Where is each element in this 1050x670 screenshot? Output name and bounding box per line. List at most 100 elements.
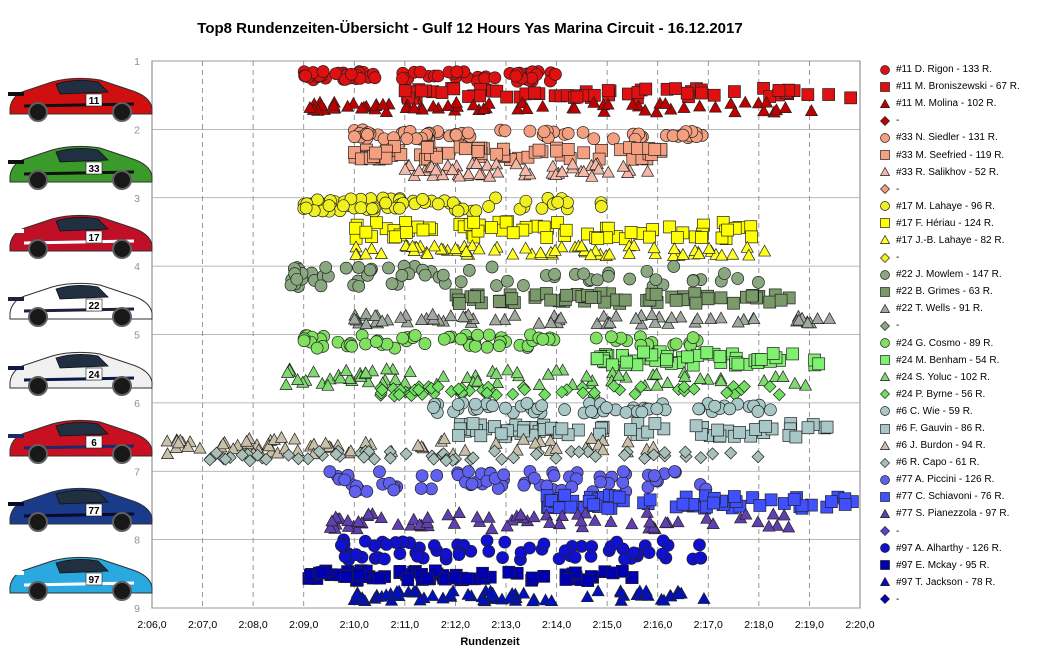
data-point [825,495,838,508]
data-point [763,380,777,394]
legend-marker [880,184,890,195]
data-point [291,452,305,466]
data-point [656,547,669,561]
legend-label: #24 M. Benham - 54 R. [896,354,1000,366]
legend-item: #77 A. Piccini - 126 R. [878,471,1048,488]
data-point [528,471,541,485]
data-point [352,279,366,293]
data-point [466,417,480,430]
data-point [737,380,751,394]
data-point [403,365,417,378]
data-point [686,331,700,344]
data-point [413,65,427,79]
data-point [596,443,610,456]
data-point [454,332,468,346]
data-point [306,365,321,378]
data-point [695,231,708,244]
data-point [766,507,780,520]
data-point [649,367,663,380]
data-point [465,477,479,491]
data-point [694,551,707,565]
data-point [421,510,435,523]
legend-symbol [879,440,891,450]
data-point [648,247,662,259]
data-point [639,584,653,597]
legend-label: #17 F. Hériau - 124 R. [896,217,994,229]
data-point [462,465,475,478]
y-tick-label: 3 [134,193,140,205]
data-point [470,510,484,523]
legend-symbol [880,81,890,92]
x-tick-label: 2:20,0 [845,619,874,631]
legend-item: #33 M. Seefried - 119 R. [878,146,1048,163]
data-point [508,308,522,321]
data-point [274,430,289,443]
data-point [643,230,656,244]
data-point [367,452,381,466]
legend-label: #17 M. Lahaye - 96 R. [896,200,995,212]
data-point [566,157,580,170]
data-point [480,158,494,171]
data-point [770,518,784,531]
data-point [674,310,688,323]
data-point [497,312,512,325]
data-point [647,241,661,254]
data-point [427,239,442,252]
legend-symbol [880,286,890,297]
data-point [585,291,598,304]
data-point [327,98,341,111]
legend-marker [880,355,890,365]
data-point [580,369,594,382]
data-point [348,485,362,498]
legend-label: #33 R. Salikhov - 52 R. [896,166,999,178]
data-point [589,331,603,345]
data-point [462,90,475,103]
data-point [339,261,353,275]
data-point [552,517,567,530]
car-image: 11 [4,68,154,124]
data-point [439,548,453,561]
data-point [449,128,463,142]
data-point [375,314,389,327]
data-point [319,436,333,449]
data-point [496,551,509,564]
data-point [568,551,582,564]
data-point [437,432,451,445]
data-point [407,512,421,525]
legend-symbol [880,269,890,280]
data-point [618,448,631,462]
data-point [635,405,649,419]
data-point [776,370,790,382]
data-point [801,421,815,435]
data-point [577,267,590,281]
data-point [303,100,317,113]
data-point [798,378,813,391]
data-point [693,538,706,552]
data-point [591,584,605,597]
data-point [555,240,569,253]
data-point [822,88,835,101]
y-tick-label: 1 [134,56,140,68]
data-point [396,72,409,85]
data-point [452,169,466,182]
data-point [594,475,607,489]
legend-marker [880,560,890,571]
data-point [506,226,520,240]
data-point [373,571,387,585]
data-point [711,423,725,437]
legend-symbol [880,150,890,160]
legend-symbol [880,526,890,537]
data-point [380,337,394,351]
x-tick-label: 2:18,0 [744,619,773,631]
data-point [400,132,414,145]
data-point [700,346,714,359]
data-point [694,451,708,465]
data-point [609,309,623,322]
data-point [597,104,611,117]
data-point [620,355,634,369]
legend-label: #24 G. Cosmo - 89 R. [896,337,994,349]
data-point [764,403,777,417]
data-point [345,339,359,353]
data-point [323,520,337,533]
